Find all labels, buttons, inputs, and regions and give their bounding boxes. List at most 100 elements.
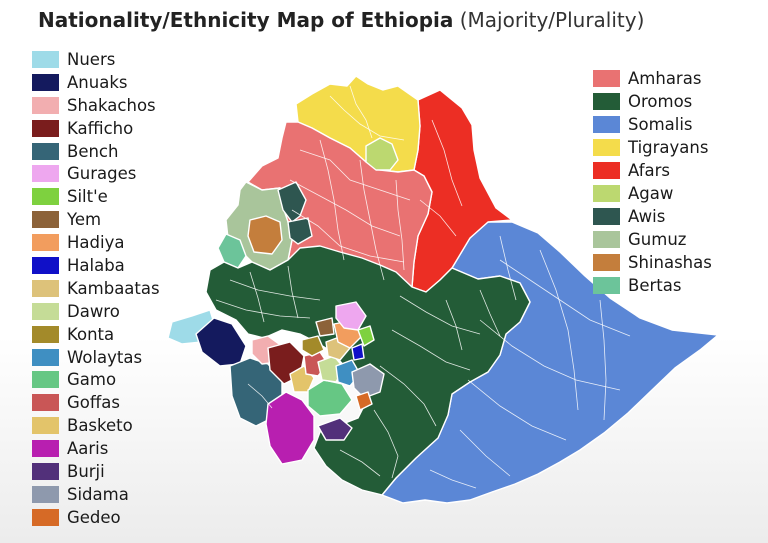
legend-label: Somalis [628, 115, 693, 134]
legend-item-goffas: Goffas [32, 391, 160, 414]
map-title: Nationality/Ethnicity Map of Ethiopia (M… [38, 8, 644, 32]
legend-label: Aaris [67, 439, 109, 459]
legend-item-gumuz: Gumuz [593, 228, 712, 251]
region-shinashas [247, 215, 283, 255]
region-gedeo [355, 391, 373, 411]
legend-left: Nuers Anuaks Shakachos Kafficho Bench Gurages… [32, 48, 160, 529]
region-anuaks [195, 317, 247, 367]
legend-swatch [32, 96, 59, 114]
legend-item-anuaks: Anuaks [32, 71, 160, 94]
legend-swatch [32, 165, 59, 183]
legend-label: Wolaytas [67, 347, 143, 367]
region-konta [301, 335, 325, 357]
legend-item-agaw: Agaw [593, 182, 712, 205]
legend-swatch [593, 162, 620, 179]
legend-label: Goffas [67, 393, 120, 413]
legend-swatch [32, 440, 59, 458]
legend-item-gurages: Gurages [32, 162, 160, 185]
legend-item-nuers: Nuers [32, 48, 160, 71]
legend-swatch [32, 256, 59, 274]
legend-swatch [593, 116, 620, 133]
legend-item-sidama: Sidama [32, 483, 160, 506]
legend-item-bench: Bench [32, 140, 160, 163]
region-awis [277, 181, 307, 223]
region-yem [315, 317, 335, 337]
legend-label: Amharas [628, 69, 702, 88]
legend-swatch [32, 485, 59, 503]
map-title-subtitle: (Majority/Plurality) [459, 8, 645, 32]
legend-label: Gurages [67, 164, 137, 184]
legend-right: Amharas Oromos Somalis Tigrayans Afars Agaw Aw… [593, 67, 712, 297]
legend-item-wolaytas: Wolaytas [32, 346, 160, 369]
legend-label: Konta [67, 324, 115, 344]
legend-item-gamo: Gamo [32, 368, 160, 391]
legend-swatch [32, 417, 59, 435]
legend-item-konta: Konta [32, 323, 160, 346]
legend-item-oromos: Oromos [593, 90, 712, 113]
legend-swatch [593, 277, 620, 294]
legend-label: Yem [67, 210, 102, 230]
legend-swatch [593, 139, 620, 156]
legend-label: Dawro [67, 301, 120, 321]
legend-item-halaba: Halaba [32, 254, 160, 277]
legend-label: Tigrayans [628, 138, 709, 157]
legend-swatch [32, 279, 59, 297]
district-borders [215, 85, 631, 489]
legend-swatch [32, 119, 59, 137]
legend-item-somalis: Somalis [593, 113, 712, 136]
legend-label: Shakachos [67, 95, 156, 115]
legend-item-aaris: Aaris [32, 437, 160, 460]
legend-item-shinashas: Shinashas [593, 251, 712, 274]
legend-label: Gedeo [67, 507, 121, 527]
region-halaba [351, 343, 365, 361]
legend-item-dawro: Dawro [32, 300, 160, 323]
legend-swatch [32, 348, 59, 366]
region-awis-south [287, 217, 313, 245]
legend-item-bertas: Bertas [593, 274, 712, 297]
region-agaw [365, 137, 399, 171]
legend-swatch [32, 50, 59, 68]
legend-swatch [32, 371, 59, 389]
legend-swatch [32, 211, 59, 229]
legend-label: Sidama [67, 484, 129, 504]
legend-label: Nuers [67, 49, 116, 69]
legend-swatch [32, 508, 59, 526]
region-sidama [351, 363, 385, 399]
legend-swatch [32, 188, 59, 206]
legend-swatch [32, 73, 59, 91]
legend-label: Silt'e [67, 187, 108, 207]
legend-item-yem: Yem [32, 208, 160, 231]
legend-label: Bertas [628, 276, 682, 295]
legend-swatch [593, 93, 620, 110]
legend-swatch [32, 325, 59, 343]
legend-item-basketo: Basketo [32, 414, 160, 437]
region-gamo [307, 379, 353, 417]
legend-item-hadiya: Hadiya [32, 231, 160, 254]
legend-label: Gamo [67, 370, 117, 390]
legend-swatch [32, 394, 59, 412]
region-burji [317, 417, 353, 441]
legend-label: Burji [67, 461, 105, 481]
legend-label: Basketo [67, 416, 133, 436]
legend-item-kambaatas: Kambaatas [32, 277, 160, 300]
legend-item-tigrayans: Tigrayans [593, 136, 712, 159]
legend-item-afars: Afars [593, 159, 712, 182]
legend-swatch [593, 254, 620, 271]
legend-label: Anuaks [67, 72, 128, 92]
legend-swatch [593, 70, 620, 87]
legend-swatch [593, 185, 620, 202]
legend-swatch [593, 208, 620, 225]
legend-item-kafficho: Kafficho [32, 117, 160, 140]
legend-label: Gumuz [628, 230, 687, 249]
legend-item-amharas: Amharas [593, 67, 712, 90]
legend-label: Awis [628, 207, 666, 226]
legend-item-burji: Burji [32, 460, 160, 483]
legend-label: Afars [628, 161, 670, 180]
region-aaris [265, 391, 315, 465]
legend-swatch [32, 302, 59, 320]
legend-label: Agaw [628, 184, 674, 203]
legend-label: Kafficho [67, 118, 134, 138]
legend-label: Kambaatas [67, 278, 160, 298]
legend-label: Shinashas [628, 253, 712, 272]
